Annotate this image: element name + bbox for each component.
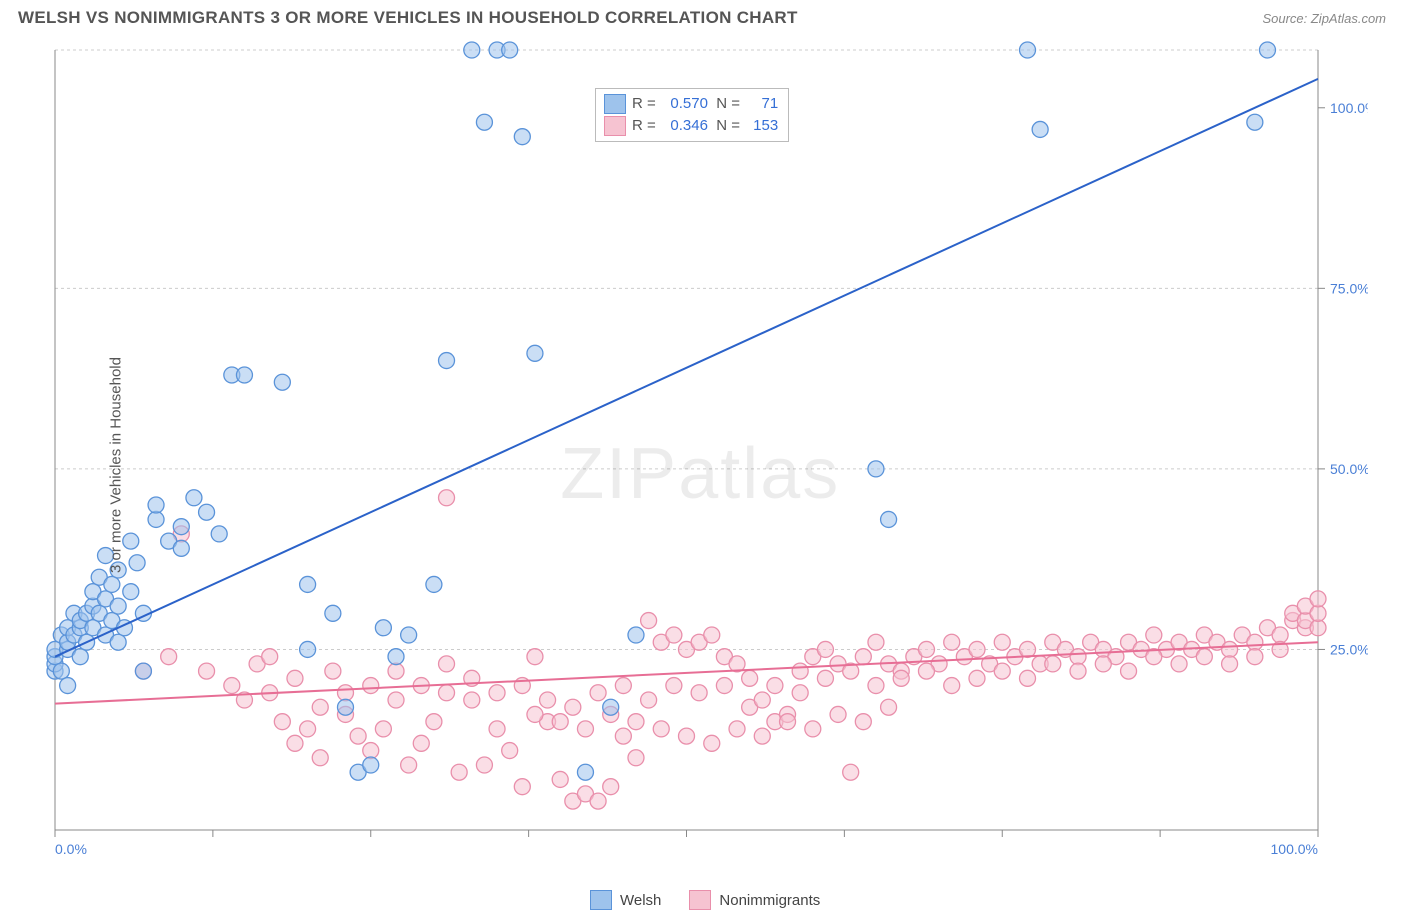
svg-text:100.0%: 100.0% (1330, 100, 1368, 116)
series-legend-item: Welsh (590, 890, 661, 910)
svg-text:25.0%: 25.0% (1330, 641, 1368, 657)
svg-text:100.0%: 100.0% (1271, 841, 1318, 857)
series-legend-label: Nonimmigrants (719, 892, 820, 909)
legend-swatch (689, 890, 711, 910)
y-axis-label: 3 or more Vehicles in Household (107, 357, 124, 573)
title-bar: WELSH VS NONIMMIGRANTS 3 OR MORE VEHICLE… (0, 0, 1406, 36)
series-legend-label: Welsh (620, 892, 661, 909)
scatter-chart: 25.0% 50.0% 75.0% 100.0% 0.0% 100.0% (0, 38, 1368, 892)
legend-stat: R = 0.346 N = 153 (632, 115, 778, 137)
legend-swatch (604, 116, 626, 136)
legend-swatch (604, 94, 626, 114)
legend-row: R = 0.570 N = 71 (604, 93, 778, 115)
chart-container: 3 or more Vehicles in Household 25.0% 50.… (0, 38, 1406, 892)
source-attribution: Source: ZipAtlas.com (1262, 11, 1386, 26)
legend-stat: R = 0.570 N = 71 (632, 93, 778, 115)
correlation-legend: R = 0.570 N = 71R = 0.346 N = 153 (595, 88, 789, 142)
chart-title: WELSH VS NONIMMIGRANTS 3 OR MORE VEHICLE… (18, 8, 798, 28)
svg-text:50.0%: 50.0% (1330, 461, 1368, 477)
legend-row: R = 0.346 N = 153 (604, 115, 778, 137)
series-legend: Welsh Nonimmigrants (590, 890, 820, 910)
svg-text:75.0%: 75.0% (1330, 280, 1368, 296)
svg-text:0.0%: 0.0% (55, 841, 87, 857)
series-legend-item: Nonimmigrants (689, 890, 820, 910)
legend-swatch (590, 890, 612, 910)
